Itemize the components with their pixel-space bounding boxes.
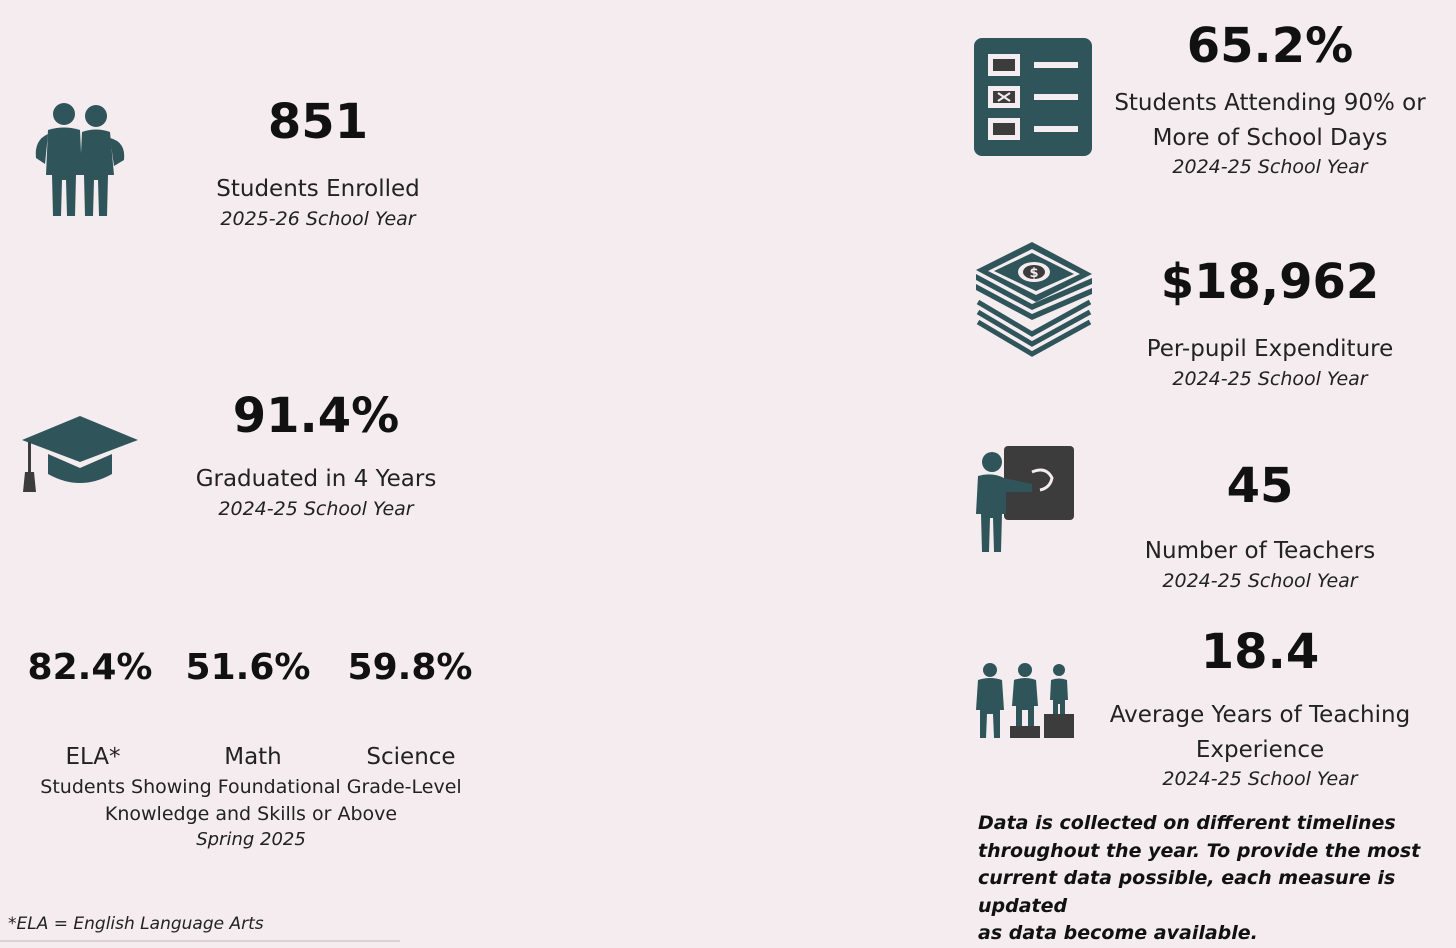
money-stack-icon: $ — [974, 240, 1094, 358]
experience-value: 18.4 — [1200, 624, 1320, 680]
enrolled-value: 851 — [267, 94, 369, 150]
graduated-label: Graduated in 4 Years — [195, 466, 437, 492]
math-value: 51.6% — [185, 647, 311, 688]
graduation-cap-icon — [20, 412, 140, 494]
note-line2: throughout the year. To provide the most — [978, 839, 1421, 862]
science-label: Science — [366, 744, 456, 770]
attendance-value: 65.2% — [1186, 18, 1354, 74]
science-value: 59.8% — [347, 647, 473, 688]
note-line1: Data is collected on different timelines — [978, 812, 1396, 834]
expenditure-year: 2024-25 School Year — [1172, 367, 1368, 390]
students-icon — [30, 100, 128, 218]
teachers-stat: 45 Number of Teachers 2024-25 School Yea… — [1100, 462, 1420, 593]
graduated-value: 91.4% — [232, 388, 400, 444]
footnote: *ELA = English Language Arts — [8, 914, 264, 934]
subjects-caption-line1: Students Showing Foundational Grade-Leve… — [40, 776, 462, 798]
enrolled-stat: 851 Students Enrolled 2025-26 School Yea… — [198, 98, 438, 231]
experience-stat: 18.4 Average Years of Teaching Experienc… — [1100, 628, 1420, 792]
attendance-stat: 65.2% Students Attending 90% or More of … — [1100, 22, 1440, 180]
experience-year: 2024-25 School Year — [1162, 768, 1358, 790]
teacher-icon — [972, 444, 1076, 556]
note-line4: as data become available. — [978, 922, 1258, 945]
note-line3: current data possible, each measure is u… — [978, 867, 1396, 917]
graduated-stat: 91.4% Graduated in 4 Years 2024-25 Schoo… — [176, 392, 456, 521]
experience-label-line1: Average Years of Teaching — [1109, 702, 1411, 728]
enrolled-year: 2025-26 School Year — [220, 207, 416, 230]
experience-label-line2: Experience — [1195, 736, 1325, 763]
expenditure-stat: $18,962 Per-pupil Expenditure 2024-25 Sc… — [1100, 258, 1440, 391]
attendance-label-line1: Students Attending 90% or — [1114, 90, 1426, 116]
attendance-label-line2: More of School Days — [1152, 124, 1388, 151]
enrolled-label: Students Enrolled — [216, 176, 420, 202]
subjects-caption: Students Showing Foundational Grade-Leve… — [30, 774, 472, 851]
teachers-value: 45 — [1226, 458, 1294, 514]
checklist-icon — [974, 38, 1092, 156]
graduated-year: 2024-25 School Year — [218, 497, 414, 520]
footnote-divider — [0, 940, 400, 942]
expenditure-value: $18,962 — [1160, 254, 1380, 310]
math-label: Math — [224, 744, 282, 770]
subjects-period: Spring 2025 — [196, 828, 306, 850]
ela-label: ELA* — [65, 744, 121, 770]
ela-value: 82.4% — [27, 647, 153, 688]
svg-text:$: $ — [1029, 266, 1038, 281]
teachers-label: Number of Teachers — [1144, 538, 1376, 564]
attendance-year: 2024-25 School Year — [1172, 156, 1368, 178]
subjects-caption-line2: Knowledge and Skills or Above — [104, 802, 398, 825]
experience-podium-icon — [972, 662, 1076, 740]
teachers-year: 2024-25 School Year — [1162, 569, 1358, 592]
expenditure-label: Per-pupil Expenditure — [1146, 336, 1394, 362]
data-timeline-note: Data is collected on different timelines… — [978, 810, 1448, 948]
